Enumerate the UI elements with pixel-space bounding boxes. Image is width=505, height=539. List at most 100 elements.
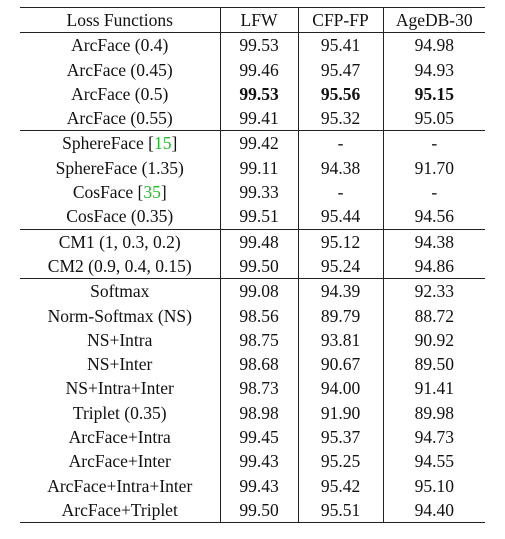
cell-agedb-30: 94.86 xyxy=(382,253,485,279)
table-row: NS+Intra+Inter 98.73 94.00 91.41 xyxy=(20,376,485,401)
cell-cfp-fp: 95.41 xyxy=(297,32,383,58)
row-loss-name: CosFace (0.35) xyxy=(66,206,174,227)
cell-lfw: 99.53 xyxy=(219,32,298,58)
table-row: ArcFace (0.4) 99.53 95.41 94.98 xyxy=(20,32,485,58)
cell-agedb-30: 94.73 xyxy=(382,425,485,450)
cell-cfp-fp-best: 95.56 xyxy=(297,81,383,107)
cell-agedb-30: 89.50 xyxy=(382,352,485,377)
row-loss-name: CosFace [35] xyxy=(20,180,220,204)
header-row: Loss Functions LFW CFP-FP AgeDB-30 xyxy=(20,6,485,34)
header-lfw: LFW xyxy=(219,6,298,34)
table-row: ArcFace (0.45) 99.46 95.47 94.93 xyxy=(20,57,485,82)
row-loss-name: Triplet (0.35) xyxy=(72,402,167,423)
cell-cfp-fp: 95.44 xyxy=(297,204,383,230)
cell-cfp-fp: 95.47 xyxy=(297,57,383,82)
cell-cfp-fp: 95.12 xyxy=(297,228,383,254)
row-loss-name: CM2 (0.9, 0.4, 0.15) xyxy=(47,255,192,276)
table-row-best: ArcFace (0.5) 99.53 95.56 95.15 xyxy=(20,81,485,107)
row-loss-name: ArcFace (0.55) xyxy=(66,108,173,129)
cell-cfp-fp: 94.00 xyxy=(297,376,383,401)
cell-lfw: 99.50 xyxy=(219,497,298,524)
row-loss-name: SphereFace [15] xyxy=(20,130,220,156)
cell-agedb-30: 88.72 xyxy=(382,303,485,328)
row-loss-name: ArcFace+Triplet xyxy=(20,497,220,524)
cell-lfw: 99.33 xyxy=(219,180,298,205)
cell-lfw: 98.56 xyxy=(219,303,298,328)
table-body: ArcFace (0.4) 99.53 95.41 94.98 ArcFace … xyxy=(20,32,485,524)
cell-lfw: 99.46 xyxy=(219,57,298,82)
cell-cfp-fp: - xyxy=(297,130,383,156)
row-loss-name: Norm-Softmax (NS) xyxy=(47,305,192,326)
row-loss-name: ArcFace (0.5) xyxy=(71,83,169,104)
table-row: NS+Inter 98.68 90.67 89.50 xyxy=(20,352,485,377)
cell-agedb-30: 94.98 xyxy=(382,32,485,58)
row-loss-name: NS+Intra xyxy=(87,329,153,350)
table-row: Triplet (0.35) 98.98 91.90 89.98 xyxy=(20,400,485,426)
table-row: NS+Intra 98.75 93.81 90.92 xyxy=(20,327,485,353)
cell-lfw: 99.48 xyxy=(219,228,298,254)
cell-cfp-fp: 93.81 xyxy=(297,327,383,353)
cell-agedb-30: 94.56 xyxy=(382,204,485,230)
table-row: ArcFace+Triplet 99.50 95.51 94.40 xyxy=(20,497,485,524)
cell-lfw: 98.73 xyxy=(219,376,298,401)
loss-functions-table: Loss Functions LFW CFP-FP AgeDB-30 ArcFa… xyxy=(20,6,485,524)
table-row: SphereFace (1.35) 99.11 94.38 91.70 xyxy=(20,155,485,181)
header-agedb-30: AgeDB-30 xyxy=(382,6,485,34)
table-row: CM2 (0.9, 0.4, 0.15) 99.50 95.24 94.86 xyxy=(20,253,485,279)
cell-lfw: 99.11 xyxy=(219,155,298,181)
cell-agedb-30: 95.05 xyxy=(382,106,485,131)
row-loss-name: NS+Intra+Inter xyxy=(65,378,174,399)
row-loss-name: ArcFace+Inter xyxy=(68,451,171,472)
loss-name-text: ] xyxy=(171,133,178,154)
cell-lfw: 99.50 xyxy=(219,253,298,279)
citation-link[interactable]: 15 xyxy=(154,133,172,154)
cell-cfp-fp: - xyxy=(297,180,383,205)
table-row: CosFace [35] 99.33 - - xyxy=(20,180,485,205)
header-cfp-fp: CFP-FP xyxy=(297,6,383,34)
table-row: SphereFace [15] 99.42 - - xyxy=(20,130,485,156)
cell-cfp-fp: 95.32 xyxy=(297,106,383,131)
cell-agedb-30: 91.41 xyxy=(382,376,485,401)
table-row: ArcFace+Inter 99.43 95.25 94.55 xyxy=(20,449,485,474)
cell-agedb-30: 94.40 xyxy=(382,497,485,524)
cell-lfw: 99.43 xyxy=(219,449,298,474)
row-loss-name: SphereFace (1.35) xyxy=(55,157,184,178)
cell-lfw: 99.51 xyxy=(219,204,298,230)
row-loss-name: ArcFace (0.4) xyxy=(71,35,169,56)
cell-agedb-30: 90.92 xyxy=(382,327,485,353)
cell-lfw: 99.43 xyxy=(219,473,298,498)
header-loss-functions: Loss Functions xyxy=(20,6,220,34)
table-row: ArcFace (0.55) 99.41 95.32 95.05 xyxy=(20,106,485,131)
cell-cfp-fp: 95.37 xyxy=(297,425,383,450)
citation-link[interactable]: 35 xyxy=(143,182,161,203)
table-row: CosFace (0.35) 99.51 95.44 94.56 xyxy=(20,204,485,230)
cell-lfw: 98.75 xyxy=(219,327,298,353)
cell-cfp-fp: 94.38 xyxy=(297,155,383,181)
loss-name-text: ] xyxy=(160,182,167,203)
table-row: Softmax 99.08 94.39 92.33 xyxy=(20,278,485,304)
cell-agedb-30: 94.93 xyxy=(382,57,485,82)
cell-agedb-30: 94.38 xyxy=(382,228,485,254)
cell-lfw: 98.68 xyxy=(219,352,298,377)
row-loss-name: ArcFace (0.45) xyxy=(66,59,173,80)
cell-agedb-30: 91.70 xyxy=(382,155,485,181)
table-row: ArcFace+Intra 99.45 95.37 94.73 xyxy=(20,425,485,450)
table-row: ArcFace+Intra+Inter 99.43 95.42 95.10 xyxy=(20,473,485,498)
cell-cfp-fp: 95.25 xyxy=(297,449,383,474)
row-loss-name: ArcFace+Intra+Inter xyxy=(47,475,193,496)
row-loss-name: ArcFace+Intra xyxy=(68,427,171,448)
cell-agedb-30: - xyxy=(382,130,485,156)
cell-agedb-30-best: 95.15 xyxy=(382,81,485,107)
cell-cfp-fp: 89.79 xyxy=(297,303,383,328)
row-loss-name: CM1 (1, 0.3, 0.2) xyxy=(20,228,220,254)
row-loss-name: NS+Inter xyxy=(87,354,153,375)
table-row: Norm-Softmax (NS) 98.56 89.79 88.72 xyxy=(20,303,485,328)
cell-agedb-30: 95.10 xyxy=(382,473,485,498)
cell-agedb-30: 94.55 xyxy=(382,449,485,474)
table-header: Loss Functions LFW CFP-FP AgeDB-30 xyxy=(20,6,485,34)
cell-cfp-fp: 95.42 xyxy=(297,473,383,498)
cell-lfw: 99.42 xyxy=(219,130,298,156)
cell-agedb-30: 92.33 xyxy=(382,278,485,304)
cell-cfp-fp: 95.51 xyxy=(297,497,383,524)
row-loss-name: Softmax xyxy=(20,278,220,304)
